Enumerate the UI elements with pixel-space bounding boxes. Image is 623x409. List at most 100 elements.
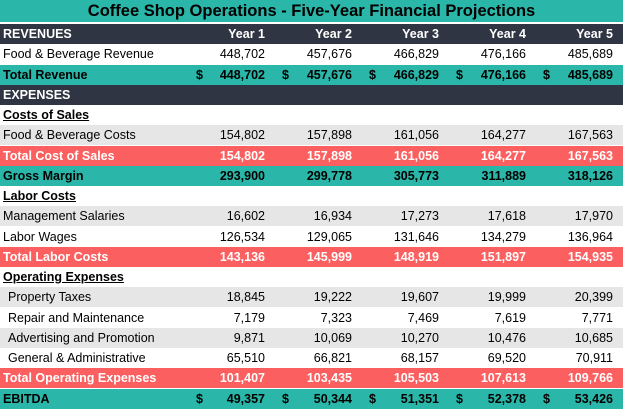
row-label: Labor Wages	[3, 229, 77, 244]
value-cell: 105,503	[393, 371, 439, 386]
currency-symbol: $	[369, 391, 376, 406]
value-cell: 7,323	[320, 310, 352, 325]
value-cell: 65,510	[226, 351, 265, 365]
value-cell: 154,802	[219, 128, 265, 143]
sheet-title: Coffee Shop Operations - Five-Year Finan…	[0, 0, 623, 22]
value-cell: 293,900	[219, 168, 265, 183]
value-cell: 10,476	[487, 330, 526, 345]
value-cell: 7,771	[581, 310, 613, 325]
value-cell: 129,065	[306, 229, 352, 244]
value-cell: 318,126	[567, 168, 613, 183]
value-cell: 52,378	[487, 391, 526, 406]
row-label: EXPENSES	[3, 87, 71, 102]
table-row: Costs of Sales	[0, 105, 623, 125]
value-cell: 164,277	[480, 128, 526, 143]
currency-symbol: $	[543, 391, 550, 406]
value-cell: 49,357	[226, 391, 265, 406]
value-cell: 466,829	[393, 47, 439, 62]
row-label: Food & Beverage Revenue	[3, 47, 154, 62]
table-row: Total Cost of Sales 154,802 157,898 161,056…	[0, 145, 623, 166]
value-cell: 16,934	[313, 209, 352, 224]
value-cell: 70,911	[575, 351, 613, 365]
value-cell: 161,056	[393, 148, 439, 163]
value-cell: 10,270	[400, 330, 439, 345]
value-cell: 68,157	[400, 351, 439, 365]
row-label: Repair and Maintenance	[8, 310, 145, 325]
value-cell: 157,898	[306, 148, 352, 163]
value-cell: 145,999	[306, 249, 352, 264]
value-cell: 103,435	[306, 371, 352, 386]
table-row: EBITDA $49,357 $50,344 $51,351 $52,378 $53,42…	[0, 388, 623, 409]
table-row: Total Operating Expenses 101,407 103,435 10…	[0, 368, 623, 389]
value-cell: 7,619	[494, 310, 526, 325]
value-cell: 109,766	[567, 371, 613, 386]
currency-symbol: $	[196, 67, 203, 82]
value-cell: 7,469	[407, 310, 439, 325]
value-cell: 448,702	[219, 47, 265, 62]
row-label: Total Labor Costs	[3, 249, 109, 264]
value-cell: 157,898	[306, 128, 352, 143]
row-label: General & Administrative	[8, 351, 146, 365]
value-cell: 167,563	[567, 128, 613, 143]
value-cell: 53,426	[574, 391, 613, 406]
value-cell: 10,685	[574, 330, 613, 345]
value-cell: 485,689	[567, 67, 613, 82]
value-cell: 485,689	[567, 47, 613, 62]
row-label: Advertising and Promotion	[8, 330, 155, 345]
table-row: EXPENSES	[0, 84, 623, 105]
value-cell: 161,056	[393, 128, 439, 143]
table-row: Management Salaries 16,602 16,934 17,273 17,…	[0, 206, 623, 227]
value-cell: 19,607	[400, 290, 439, 305]
year-column-header: Year 5	[576, 27, 613, 41]
row-label: Management Salaries	[3, 209, 125, 224]
value-cell: 164,277	[480, 148, 526, 163]
currency-symbol: $	[543, 67, 550, 82]
row-label: REVENUES	[3, 27, 72, 41]
year-column-header: Year 4	[489, 27, 526, 41]
value-cell: 167,563	[567, 148, 613, 163]
value-cell: 69,520	[487, 351, 526, 365]
table-row: Repair and Maintenance 7,179 7,323 7,469 7,6…	[0, 307, 623, 328]
value-cell: 16,602	[226, 209, 265, 224]
value-cell: 311,889	[481, 168, 527, 183]
currency-symbol: $	[369, 67, 376, 82]
currency-symbol: $	[456, 391, 463, 406]
table-row: Property Taxes 18,845 19,222 19,607 19,999 20…	[0, 287, 623, 308]
table-row: Operating Expenses	[0, 267, 623, 287]
value-cell: 448,702	[219, 67, 265, 82]
value-cell: 9,871	[233, 330, 265, 345]
value-cell: 50,344	[313, 391, 352, 406]
value-cell: 18,845	[226, 290, 265, 305]
value-cell: 17,970	[574, 209, 613, 224]
row-label: Gross Margin	[3, 168, 84, 183]
table-row: General & Administrative 65,510 66,821 68,1…	[0, 348, 623, 368]
value-cell: 457,676	[306, 47, 352, 62]
value-cell: 66,821	[313, 351, 352, 365]
value-cell: 148,919	[393, 249, 439, 264]
value-cell: 151,897	[480, 249, 526, 264]
currency-symbol: $	[456, 67, 463, 82]
table-row: REVENUES Year 1 Year 2 Year 3 Year 4 Year 5	[0, 24, 623, 44]
value-cell: 305,773	[393, 168, 439, 183]
value-cell: 476,166	[480, 47, 526, 62]
year-column-header: Year 1	[228, 27, 265, 41]
year-column-header: Year 3	[402, 27, 439, 41]
table-row: Labor Costs	[0, 186, 623, 206]
section-heading: Operating Expenses	[3, 270, 124, 284]
value-cell: 107,613	[480, 371, 526, 386]
value-cell: 136,964	[567, 229, 613, 244]
currency-symbol: $	[282, 67, 289, 82]
value-cell: 466,829	[393, 67, 439, 82]
row-label: Property Taxes	[8, 290, 92, 305]
value-cell: 101,407	[219, 371, 265, 386]
value-cell: 51,351	[400, 391, 439, 406]
table-row: Gross Margin 293,900 299,778 305,773 311,889…	[0, 165, 623, 186]
value-cell: 457,676	[306, 67, 352, 82]
value-cell: 7,179	[233, 310, 265, 325]
row-label: Food & Beverage Costs	[3, 128, 136, 143]
value-cell: 19,222	[313, 290, 352, 305]
value-cell: 126,534	[219, 229, 265, 244]
table-row: Advertising and Promotion 9,871 10,069 10,2…	[0, 327, 623, 348]
value-cell: 10,069	[313, 330, 352, 345]
